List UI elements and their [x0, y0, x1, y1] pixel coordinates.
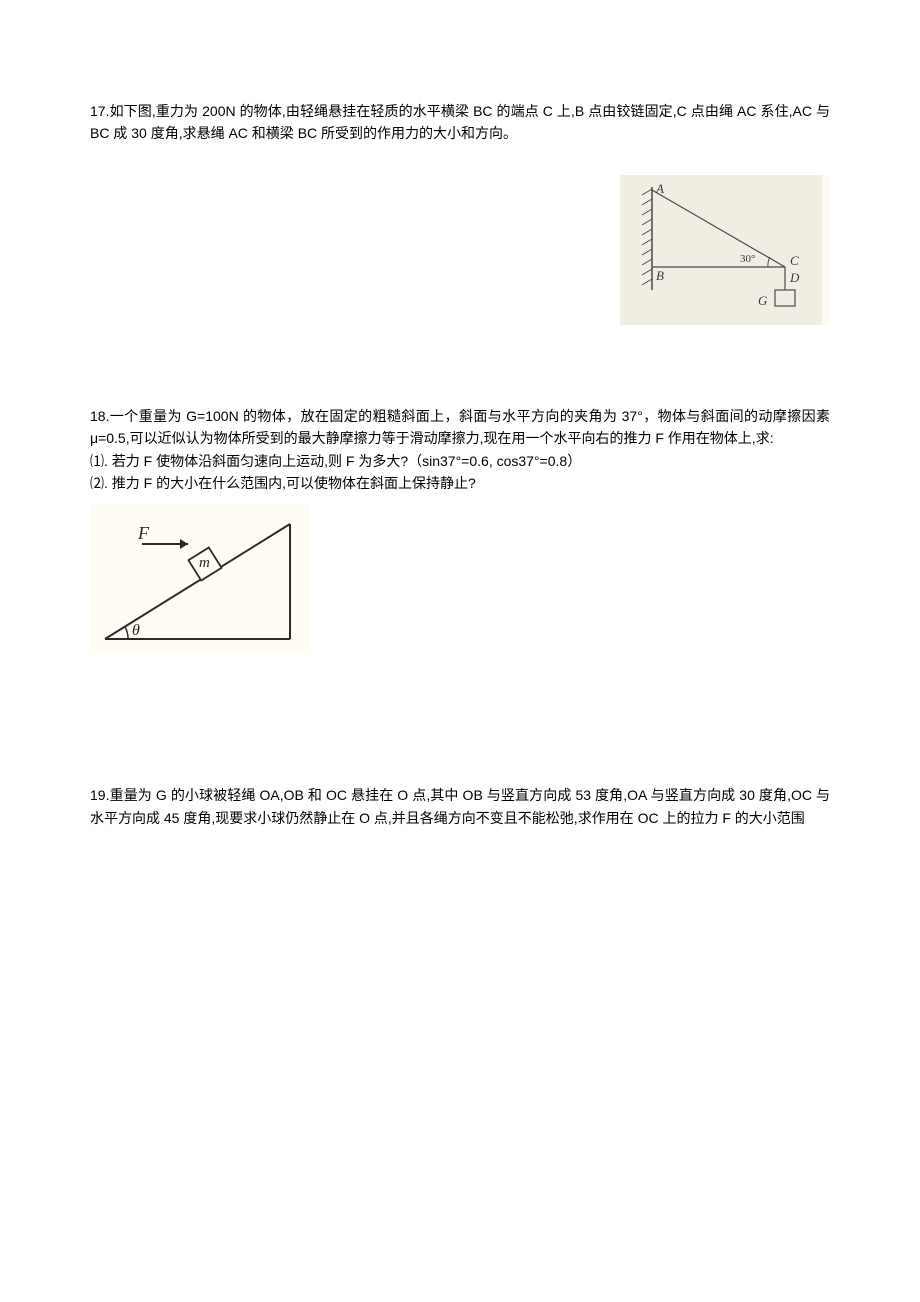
label-B: B: [656, 268, 664, 283]
figure-18-svg: F m θ: [90, 504, 310, 654]
problem-18-number: 18.: [90, 408, 109, 424]
problem-18-intro-text: 一个重量为 G=100N 的物体，放在固定的粗糙斜面上，斜面与水平方向的夹角为 …: [90, 408, 830, 446]
figure-17-container: A B C D G 30°: [90, 175, 830, 325]
problem-17: 17.如下图,重力为 200N 的物体,由轻绳悬挂在轻质的水平横梁 BC 的端点…: [90, 100, 830, 325]
problem-17-text: 17.如下图,重力为 200N 的物体,由轻绳悬挂在轻质的水平横梁 BC 的端点…: [90, 100, 830, 145]
problem-18-q1-text: 若力 F 使物体沿斜面匀速向上运动,则 F 为多大?（sin37°=0.6, c…: [112, 453, 581, 469]
label-F: F: [137, 523, 150, 543]
problem-19-text: 19.重量为 G 的小球被轻绳 OA,OB 和 OC 悬挂在 O 点,其中 OB…: [90, 784, 830, 829]
problem-18-q2: ⑵. 推力 F 的大小在什么范围内,可以使物体在斜面上保持静止?: [90, 472, 830, 494]
problem-18-q1-prefix: ⑴.: [90, 453, 108, 469]
label-theta: θ: [132, 622, 140, 639]
figure-17-svg: A B C D G 30°: [620, 175, 822, 325]
problem-18-intro: 18.一个重量为 G=100N 的物体，放在固定的粗糙斜面上，斜面与水平方向的夹…: [90, 405, 830, 450]
problem-19-body: 重量为 G 的小球被轻绳 OA,OB 和 OC 悬挂在 O 点,其中 OB 与竖…: [90, 787, 830, 825]
figure-17: A B C D G 30°: [620, 175, 830, 325]
label-A: A: [655, 181, 664, 196]
label-G: G: [758, 293, 768, 308]
figure-18-container: F m θ: [90, 504, 830, 654]
problem-19: 19.重量为 G 的小球被轻绳 OA,OB 和 OC 悬挂在 O 点,其中 OB…: [90, 784, 830, 829]
problem-17-body: 如下图,重力为 200N 的物体,由轻绳悬挂在轻质的水平横梁 BC 的端点 C …: [90, 103, 830, 141]
label-C: C: [790, 253, 799, 268]
problem-18-q2-prefix: ⑵.: [90, 475, 108, 491]
problem-17-number: 17.: [90, 103, 109, 119]
label-m: m: [199, 555, 210, 571]
label-D: D: [789, 270, 800, 285]
problem-18: 18.一个重量为 G=100N 的物体，放在固定的粗糙斜面上，斜面与水平方向的夹…: [90, 405, 830, 655]
problem-18-q1: ⑴. 若力 F 使物体沿斜面匀速向上运动,则 F 为多大?（sin37°=0.6…: [90, 450, 830, 472]
problem-18-q2-text: 推力 F 的大小在什么范围内,可以使物体在斜面上保持静止?: [112, 475, 476, 491]
figure-18: F m θ: [90, 504, 310, 654]
label-angle: 30°: [740, 253, 755, 265]
problem-19-number: 19.: [90, 787, 109, 803]
